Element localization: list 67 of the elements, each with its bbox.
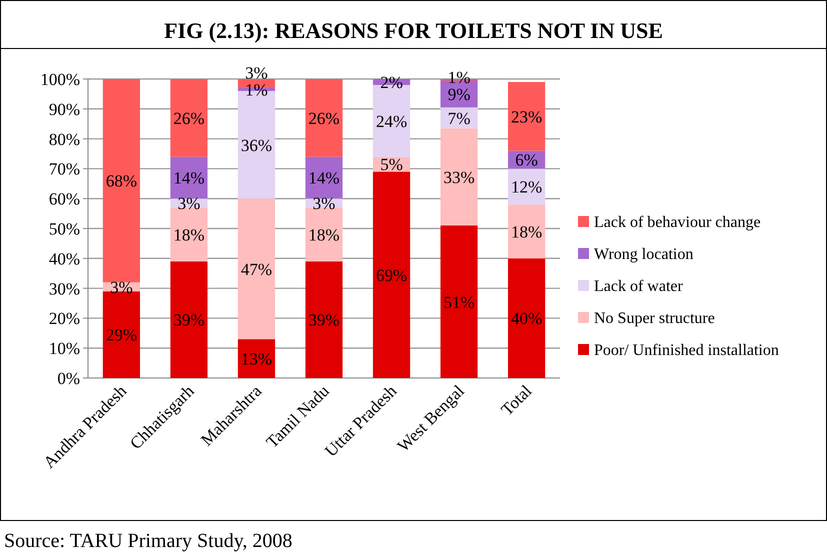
bar: [305, 156, 343, 199]
bar: [508, 258, 546, 378]
data-label: 18%: [173, 225, 205, 244]
data-label: 26%: [173, 108, 205, 128]
data-label: 36%: [240, 136, 272, 155]
data-label: 6%: [515, 150, 538, 170]
data-label: 47%: [240, 260, 272, 279]
bar: [170, 208, 208, 262]
data-label: 23%: [510, 107, 542, 126]
y-tick-label: 0%: [57, 369, 80, 388]
data-label: 14%: [173, 168, 205, 188]
y-tick-label: 80%: [48, 130, 80, 149]
bar: [305, 261, 343, 378]
bar: [170, 79, 208, 157]
data-label: 1%: [245, 80, 268, 100]
legend-label: Wrong location: [594, 246, 694, 263]
y-tick-label: 90%: [48, 100, 80, 119]
legend-label: Poor/ Unfinished installation: [594, 342, 779, 359]
data-label: 51%: [443, 292, 475, 312]
data-label: 5%: [380, 155, 403, 174]
bar: [440, 226, 478, 378]
y-tick-label: 30%: [48, 279, 80, 298]
y-tick-label: 100%: [40, 70, 80, 89]
data-label: 1%: [448, 68, 470, 87]
y-tick-label: 40%: [48, 249, 80, 268]
data-label: 2%: [380, 72, 403, 92]
chart-title: FIG (2.13): REASONS FOR TOILETS NOT IN USE: [164, 18, 663, 43]
bar: [440, 128, 478, 226]
data-label: 18%: [510, 222, 542, 242]
data-label: 29%: [106, 326, 138, 345]
data-label: 12%: [510, 178, 542, 197]
data-label: 13%: [240, 350, 272, 369]
bar: [238, 339, 276, 378]
legend-label: No Super structure: [594, 310, 715, 327]
bar: [238, 198, 276, 340]
y-tick-label: 20%: [48, 309, 80, 328]
bar: [305, 208, 343, 262]
data-label: 18%: [308, 225, 340, 244]
y-tick-label: 50%: [48, 220, 80, 238]
data-label: 26%: [308, 108, 340, 128]
bar: [372, 172, 410, 378]
data-label: 40%: [510, 309, 542, 328]
data-label: 33%: [443, 168, 475, 187]
data-label: 7%: [448, 108, 470, 128]
data-label: 3%: [245, 63, 268, 82]
source-note: Source: TARU Primary Study, 2008: [4, 530, 292, 552]
bar: [508, 204, 546, 258]
data-label: 3%: [178, 194, 200, 214]
bar: [170, 156, 208, 199]
bar: [102, 79, 140, 282]
legend-label: Lack of water: [594, 278, 684, 295]
y-tick-label: 60%: [48, 190, 80, 209]
data-label: 14%: [308, 168, 340, 188]
legend-label: Lack of behaviour change: [594, 214, 761, 231]
bar: [508, 168, 546, 205]
bar: [170, 261, 208, 378]
bar: [305, 79, 343, 157]
y-tick-label: 10%: [48, 339, 80, 358]
bar: [508, 82, 546, 151]
data-label: 68%: [106, 172, 138, 191]
y-tick-label: 70%: [48, 160, 80, 179]
data-label: 69%: [376, 266, 408, 285]
data-label: 39%: [173, 310, 205, 330]
data-label: 9%: [448, 84, 470, 104]
data-label: 3%: [312, 194, 336, 214]
data-label: 24%: [376, 112, 408, 131]
data-label: 39%: [308, 310, 340, 330]
